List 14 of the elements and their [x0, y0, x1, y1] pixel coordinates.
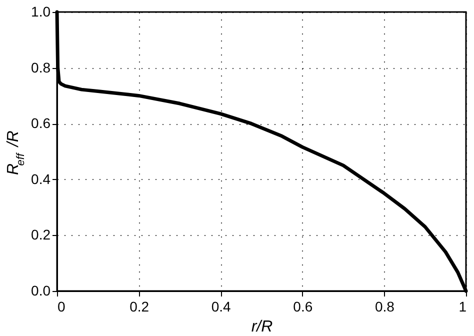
x-tick-label: 0.6	[293, 298, 313, 314]
x-tick-label: 0.4	[211, 298, 232, 314]
y-tick-label: 1.0	[31, 4, 51, 20]
y-tick-label: 0.0	[31, 282, 51, 298]
y-axis-title: Reff/R	[5, 130, 27, 175]
x-axis-title: r/R	[251, 318, 274, 336]
x-tick-label: 0.2	[130, 298, 150, 314]
x-tick-label: 0	[58, 298, 66, 314]
y-tick-label: 0.6	[31, 115, 51, 132]
y-tick-label: 0.8	[31, 59, 51, 76]
y-tick-label: 0.4	[31, 170, 51, 187]
x-tick-label: 0.8	[374, 298, 395, 314]
y-tick-label: 0.2	[31, 226, 51, 243]
x-tick-label: 1	[458, 298, 467, 314]
